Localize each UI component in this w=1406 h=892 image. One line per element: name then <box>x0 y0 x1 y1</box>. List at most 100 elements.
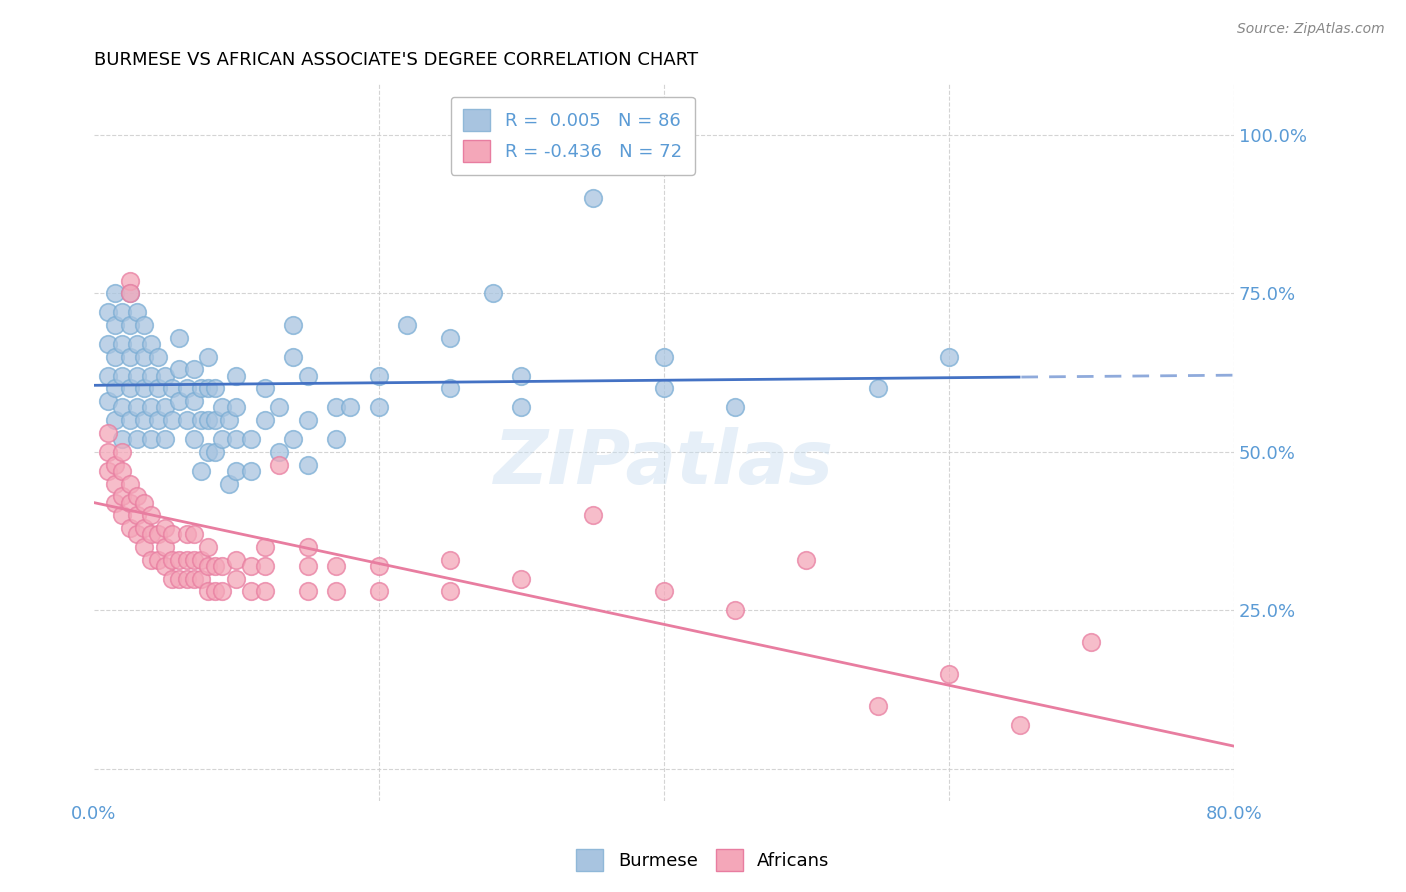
Point <box>724 603 747 617</box>
Point <box>153 521 176 535</box>
Point <box>153 401 176 415</box>
Point <box>153 540 176 554</box>
Point <box>169 572 191 586</box>
Point <box>1080 635 1102 649</box>
Point <box>225 552 247 566</box>
Point <box>146 382 169 396</box>
Point <box>97 305 120 319</box>
Point <box>439 584 461 599</box>
Point <box>176 572 198 586</box>
Point <box>169 331 191 345</box>
Point <box>118 413 141 427</box>
Point <box>439 552 461 566</box>
Point <box>190 552 212 566</box>
Point <box>97 337 120 351</box>
Point <box>183 572 205 586</box>
Point <box>125 508 148 523</box>
Point <box>104 476 127 491</box>
Point <box>153 368 176 383</box>
Point <box>197 584 219 599</box>
Point <box>176 382 198 396</box>
Point <box>111 305 134 319</box>
Point <box>225 572 247 586</box>
Point <box>225 464 247 478</box>
Point <box>253 559 276 574</box>
Point <box>325 559 347 574</box>
Point <box>118 476 141 491</box>
Point <box>269 458 291 472</box>
Point <box>183 527 205 541</box>
Point <box>367 368 389 383</box>
Point <box>132 495 155 509</box>
Point <box>125 337 148 351</box>
Point <box>190 413 212 427</box>
Point <box>581 508 603 523</box>
Point <box>325 432 347 446</box>
Point <box>652 584 675 599</box>
Point <box>204 445 226 459</box>
Point <box>297 540 319 554</box>
Point <box>183 362 205 376</box>
Point <box>253 540 276 554</box>
Point <box>111 401 134 415</box>
Point <box>297 368 319 383</box>
Point <box>118 286 141 301</box>
Point <box>225 401 247 415</box>
Point <box>111 445 134 459</box>
Point <box>510 368 533 383</box>
Point <box>253 413 276 427</box>
Point <box>146 350 169 364</box>
Point <box>111 368 134 383</box>
Legend: Burmese, Africans: Burmese, Africans <box>569 842 837 879</box>
Point <box>162 527 184 541</box>
Point <box>211 401 233 415</box>
Point <box>510 572 533 586</box>
Point <box>183 394 205 409</box>
Point <box>283 318 305 332</box>
Point <box>125 368 148 383</box>
Point <box>253 584 276 599</box>
Point <box>176 552 198 566</box>
Point <box>146 527 169 541</box>
Point <box>104 413 127 427</box>
Point <box>652 350 675 364</box>
Point <box>111 432 134 446</box>
Point <box>218 413 240 427</box>
Point <box>367 584 389 599</box>
Point <box>132 413 155 427</box>
Point <box>176 413 198 427</box>
Point <box>724 401 747 415</box>
Point <box>239 464 262 478</box>
Point <box>938 350 960 364</box>
Point <box>204 559 226 574</box>
Point <box>439 331 461 345</box>
Point <box>866 382 889 396</box>
Point <box>104 382 127 396</box>
Point <box>111 508 134 523</box>
Point <box>118 318 141 332</box>
Point <box>139 432 162 446</box>
Legend: R =  0.005   N = 86, R = -0.436   N = 72: R = 0.005 N = 86, R = -0.436 N = 72 <box>451 96 695 175</box>
Point <box>162 552 184 566</box>
Point <box>125 489 148 503</box>
Point <box>139 337 162 351</box>
Point <box>169 552 191 566</box>
Point <box>283 432 305 446</box>
Point <box>97 425 120 440</box>
Point <box>118 274 141 288</box>
Point <box>211 432 233 446</box>
Point <box>197 382 219 396</box>
Point <box>139 368 162 383</box>
Point <box>176 527 198 541</box>
Point <box>118 286 141 301</box>
Point <box>139 552 162 566</box>
Point <box>153 432 176 446</box>
Point <box>866 698 889 713</box>
Point <box>97 445 120 459</box>
Point <box>1010 717 1032 731</box>
Point <box>169 362 191 376</box>
Point <box>146 552 169 566</box>
Point <box>204 413 226 427</box>
Point <box>104 495 127 509</box>
Point <box>510 401 533 415</box>
